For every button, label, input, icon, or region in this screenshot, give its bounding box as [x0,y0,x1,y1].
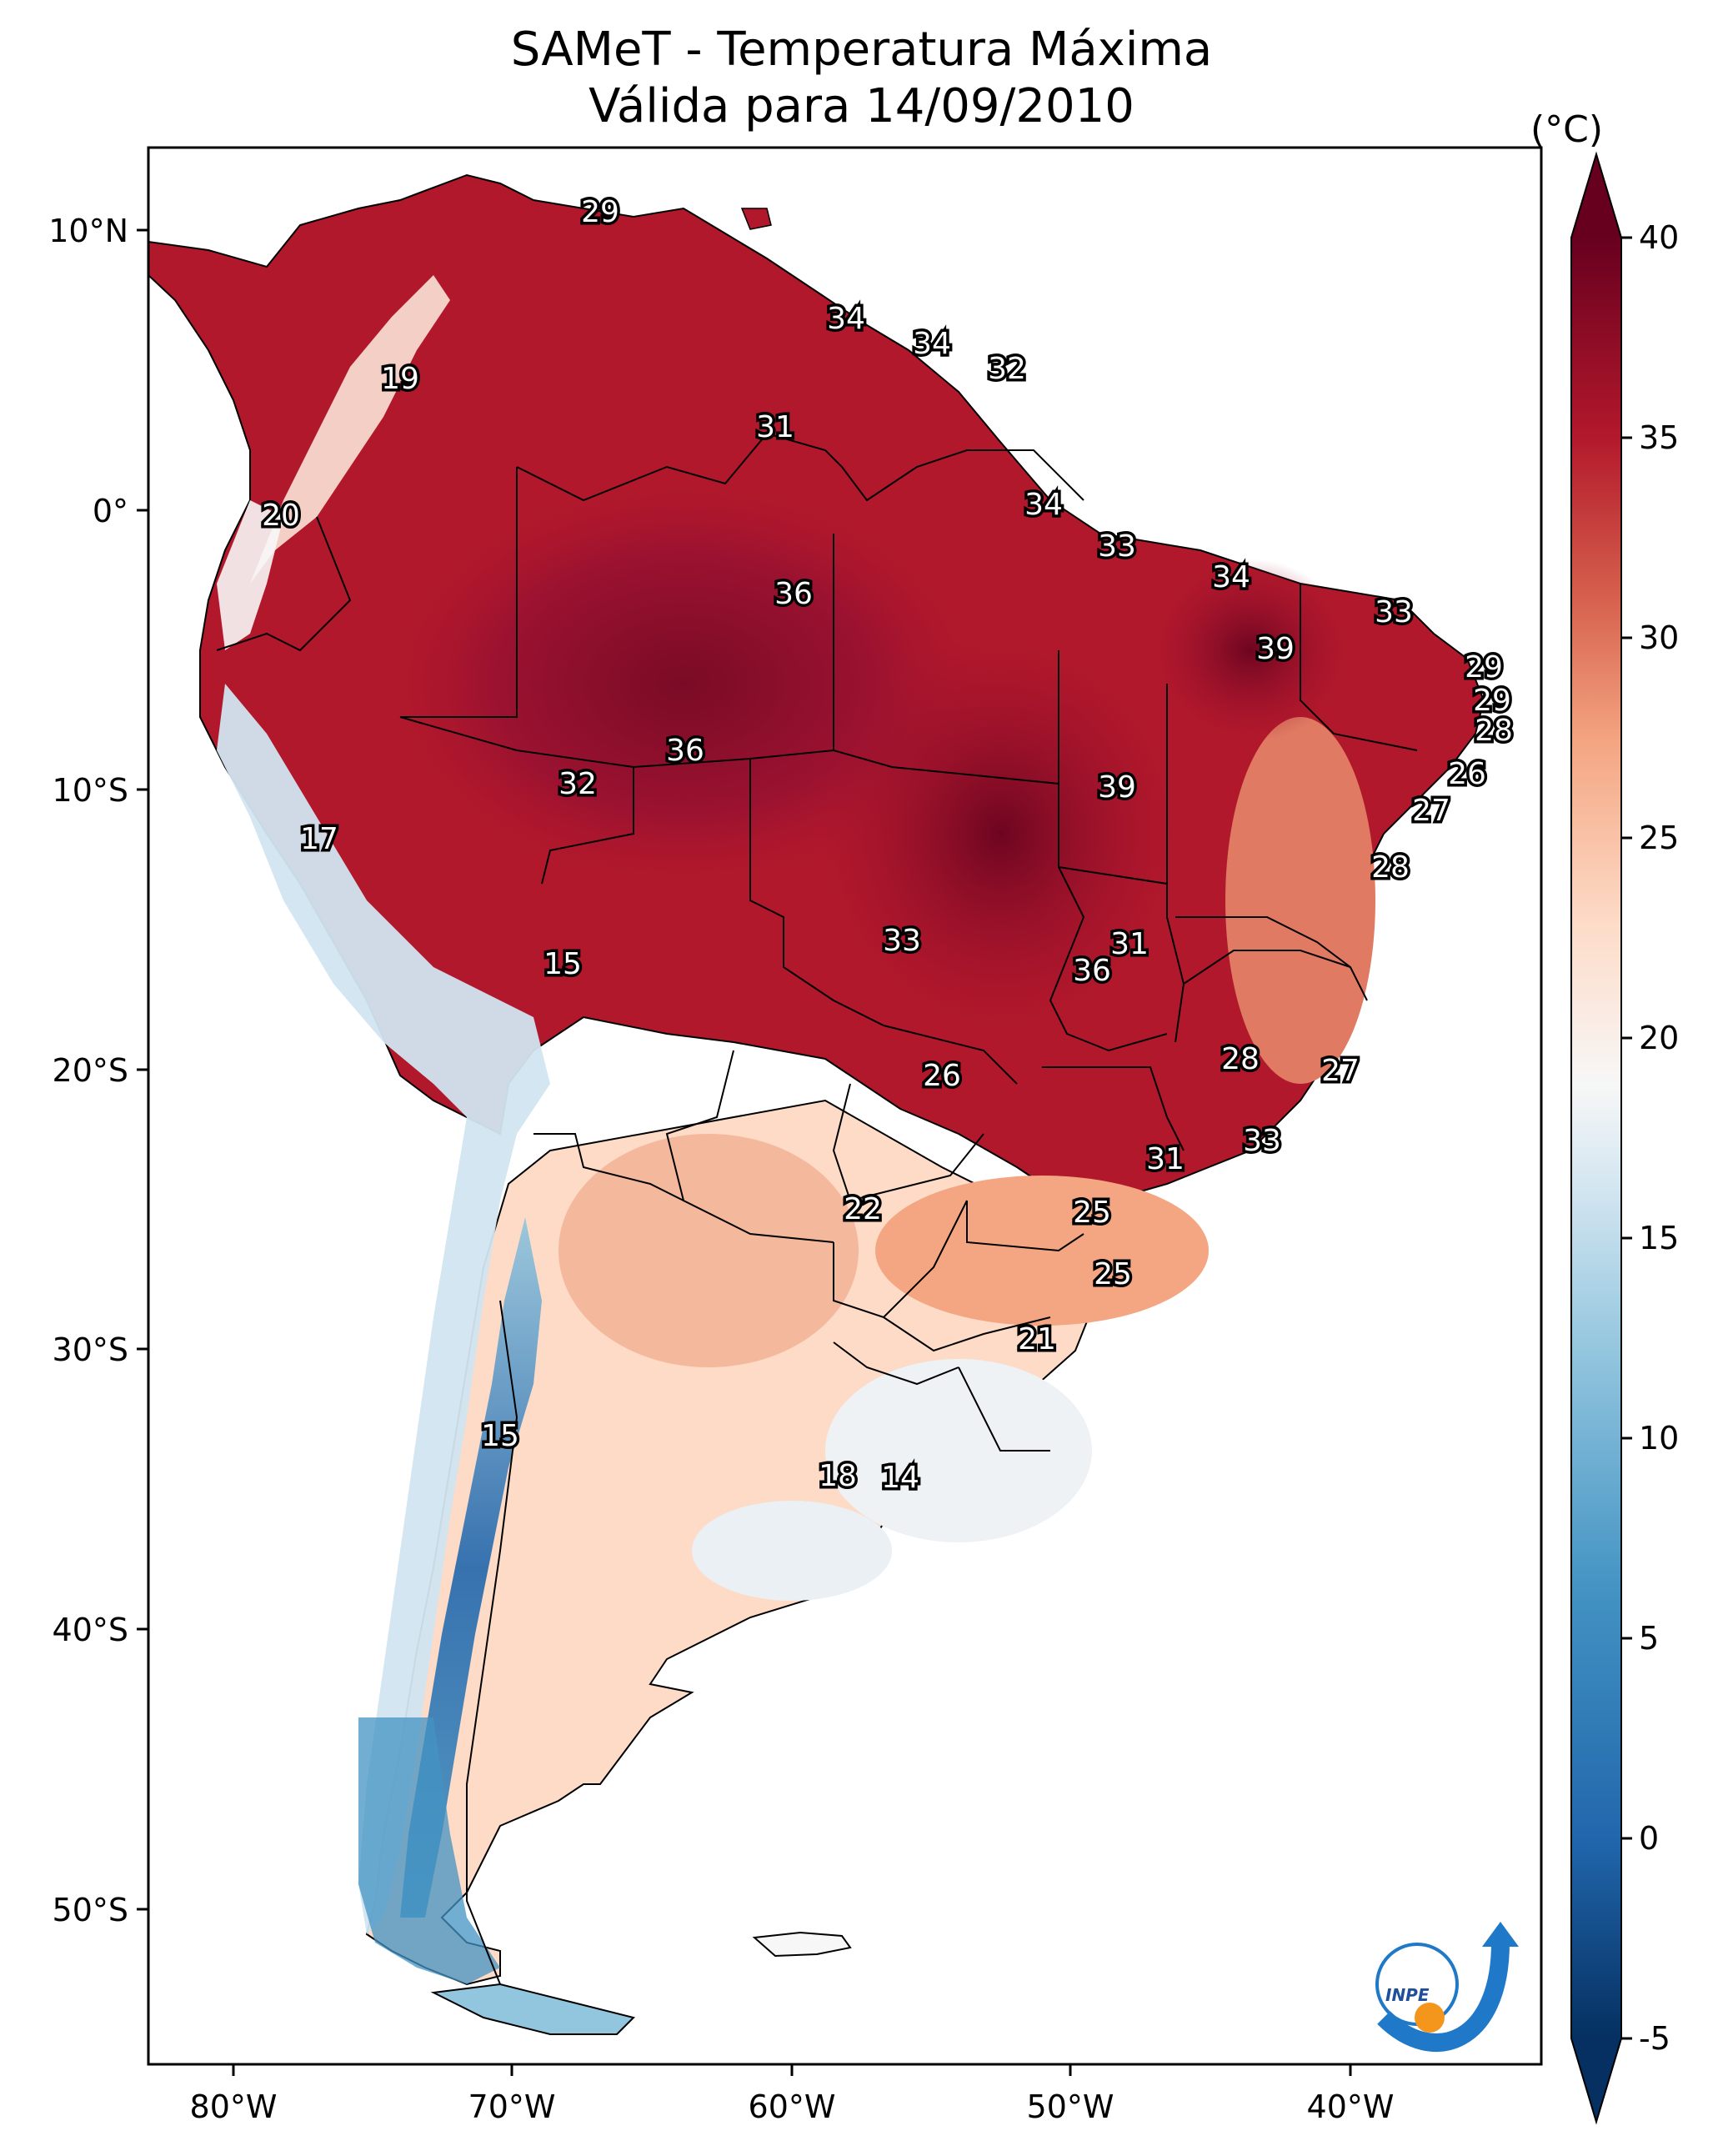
city-value: 29 [1465,650,1503,684]
colorbar-tick: 25 [1639,820,1679,856]
city-value: 36 [1073,954,1111,988]
city-value: 27 [1412,794,1450,828]
city-value: 29 [1473,684,1511,718]
city-value: 31 [1146,1142,1185,1176]
falkland-islands [752,1931,852,1958]
andes-cold-band [217,684,550,1934]
lat-label: 10°N [48,213,128,249]
city-value: 34 [913,327,951,361]
lat-label: 40°S [53,1612,128,1648]
lon-label: 40°W [1307,2088,1395,2125]
colorbar-tick: 40 [1639,219,1679,256]
lon-label: 50°W [1027,2088,1114,2125]
ecuador-cool [217,500,283,650]
lat-label: 10°S [53,772,128,809]
city-value: 32 [988,352,1026,386]
axis-ticks [137,228,1352,2076]
northeast-hot-core [1150,559,1350,742]
colorbar-min-arrow [1571,2038,1621,2122]
logo-text: INPE [1385,1985,1430,2005]
city-value: 34 [1024,488,1063,522]
lat-label: 50°S [53,1892,128,1928]
map-title: SAMeT - Temperatura Máxima [510,23,1213,77]
lon-label: 70°W [468,2088,556,2125]
city-value: 25 [1073,1196,1111,1230]
colorbar-tick: 5 [1639,1620,1659,1657]
city-value: 18 [819,1459,857,1493]
pampas-cool [692,1501,892,1601]
city-value: 32 [558,767,597,801]
city-value: 17 [300,822,338,856]
lon-label: 80°W [190,2088,278,2125]
country-borders [216,432,1418,1985]
colorbar-tick: 35 [1639,419,1679,456]
city-value: 33 [1375,595,1413,629]
latitude-labels: 10°N 0° 10°S 20°S 30°S 40°S 50°S [48,213,128,1928]
northeast-coast-warm [1225,717,1375,1084]
city-value: 31 [756,410,794,444]
city-value: 34 [827,302,865,336]
city-value: 27 [1321,1054,1360,1088]
colorbar-max-arrow [1571,154,1621,238]
cerrado-hot-core [817,634,1184,1034]
map-subtitle: Válida para 14/09/2010 [589,79,1134,133]
city-value: 20 [262,499,300,533]
colorbar-tick: 15 [1639,1220,1679,1256]
city-value: 19 [381,362,419,396]
colorbar-tick: 20 [1639,1020,1679,1056]
tierra-del-fuego [430,1983,635,2035]
lon-label: 60°W [749,2088,836,2125]
city-value: 15 [481,1419,519,1453]
city-value: 39 [1098,770,1136,805]
city-value: 39 [1256,632,1295,666]
lat-label: 30°S [53,1331,128,1368]
chaco-warm [558,1134,859,1367]
colorbar-scale [1571,238,1621,2038]
city-value: 26 [923,1059,961,1093]
city-value: 28 [1221,1042,1260,1076]
city-value: 28 [1475,714,1513,748]
colorbar-tick: 30 [1639,619,1679,656]
city-value: 33 [1098,529,1136,564]
trinidad [740,208,772,230]
lat-label: 0° [93,493,128,529]
city-temperature-labels: 29 34 34 32 19 31 20 34 33 34 36 33 39 2… [259,193,1516,1498]
city-value: 22 [844,1192,882,1226]
uruguay-cool [825,1359,1092,1542]
inpe-logo: INPE [1375,1922,1519,2052]
city-value: 33 [883,924,921,958]
city-value: 25 [1094,1257,1132,1291]
patagonia-cold [358,1717,500,1984]
north-andes-cool [250,275,450,584]
city-value: 28 [1371,850,1410,885]
colorbar-tick: -5 [1639,2020,1670,2057]
city-value: 36 [666,734,704,768]
city-value: 31 [1110,927,1149,961]
city-value: 36 [774,577,813,611]
colorbar: 40 35 30 25 20 15 10 5 0 -5 [1570,151,1679,2125]
city-value: 33 [1243,1124,1281,1158]
city-value: 14 [881,1461,919,1495]
city-value: 15 [543,947,582,981]
colorbar-tick: 0 [1639,1820,1659,1857]
southeast-warm [875,1176,1209,1326]
map-body: INPE [148,173,1519,2052]
map-frame [147,146,1543,2066]
longitude-labels: 80°W 70°W 60°W 50°W 40°W [190,2088,1395,2125]
colorbar-tick: 10 [1639,1420,1679,1457]
city-value: 26 [1448,757,1486,791]
city-value: 29 [581,195,619,229]
city-value: 21 [1018,1322,1056,1356]
lat-label: 20°S [53,1052,128,1089]
city-value: 34 [1212,560,1250,594]
colorbar-unit: (°C) [1530,108,1604,151]
